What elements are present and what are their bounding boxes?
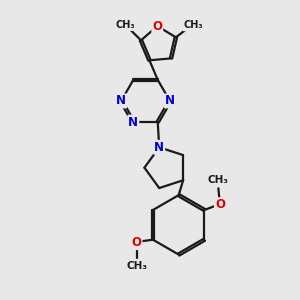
Text: O: O: [215, 198, 225, 211]
Text: O: O: [132, 236, 142, 249]
Text: CH₃: CH₃: [116, 20, 136, 30]
Text: N: N: [154, 141, 164, 154]
Text: CH₃: CH₃: [184, 20, 203, 30]
Text: O: O: [152, 20, 162, 33]
Text: N: N: [128, 116, 138, 129]
Text: N: N: [165, 94, 175, 107]
Text: CH₃: CH₃: [126, 262, 147, 272]
Text: N: N: [116, 94, 126, 107]
Text: CH₃: CH₃: [208, 175, 229, 185]
